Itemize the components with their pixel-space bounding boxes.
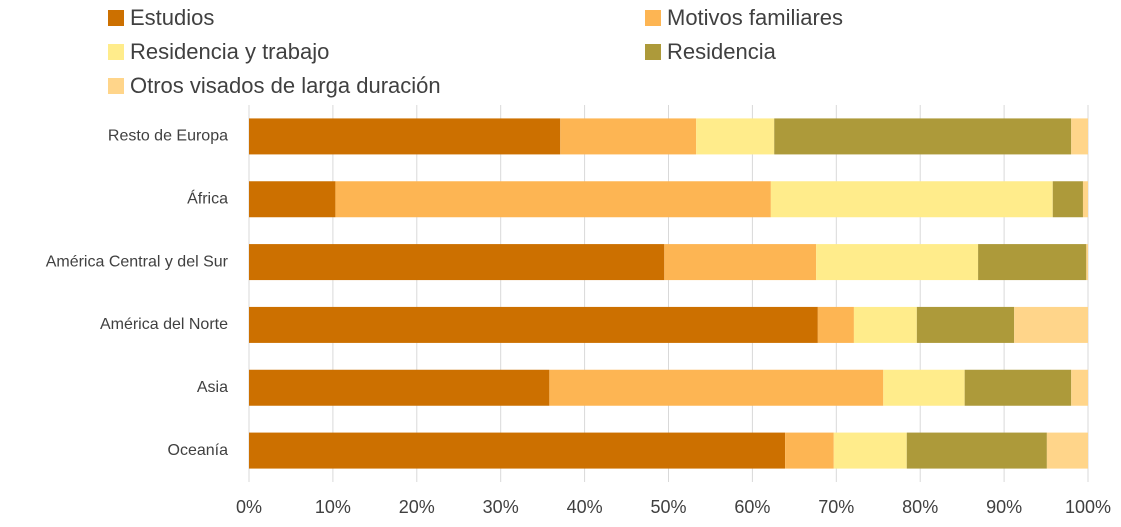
bar-segment — [853, 306, 917, 343]
bar-segment — [249, 369, 550, 406]
bar-segment — [1082, 181, 1088, 218]
y-tick-label: Resto de Europa — [108, 128, 228, 145]
x-tick-label: 60% — [734, 497, 770, 517]
bar-segment — [1014, 306, 1088, 343]
legend-swatch — [108, 10, 124, 26]
bar-segment — [1071, 118, 1088, 155]
bar-segment — [916, 306, 1015, 343]
x-tick-label: 40% — [567, 497, 603, 517]
bar-segment — [249, 118, 561, 155]
bar-segment — [249, 306, 818, 343]
y-tick-label: Asia — [197, 379, 228, 396]
x-tick-label: 90% — [986, 497, 1022, 517]
y-tick-label: América del Norte — [100, 316, 228, 333]
bar-segment — [664, 244, 817, 281]
y-tick-label: África — [187, 188, 228, 207]
legend-label: Motivos familiares — [667, 5, 843, 30]
x-tick-label: 0% — [236, 497, 262, 517]
legend-label: Residencia — [667, 39, 777, 64]
legend-label: Estudios — [130, 5, 214, 30]
x-tick-label: 100% — [1065, 497, 1111, 517]
bar-segment — [774, 118, 1072, 155]
x-tick-label: 80% — [902, 497, 938, 517]
bar-segment — [883, 369, 965, 406]
bar-segment — [817, 306, 854, 343]
bar-segment — [696, 118, 775, 155]
y-tick-label: Oceanía — [168, 442, 229, 459]
bar-segment — [978, 244, 1087, 281]
bar-segment — [1052, 181, 1083, 218]
y-tick-label: América Central y del Sur — [46, 253, 229, 270]
x-tick-label: 20% — [399, 497, 435, 517]
bar-segment — [785, 432, 834, 469]
bar-segment — [964, 369, 1072, 406]
bar-segment — [1046, 432, 1088, 469]
bar-segment — [833, 432, 907, 469]
x-tick-label: 70% — [818, 497, 854, 517]
x-tick-label: 30% — [483, 497, 519, 517]
bar-segment — [249, 181, 336, 218]
legend-swatch — [108, 44, 124, 60]
bar-segment — [549, 369, 884, 406]
x-tick-label: 10% — [315, 497, 351, 517]
bar-segment — [249, 244, 665, 281]
legend-swatch — [645, 10, 661, 26]
legend-swatch — [108, 78, 124, 94]
legend-label: Residencia y trabajo — [130, 39, 329, 64]
x-tick-label: 50% — [650, 497, 686, 517]
bar-segment — [816, 244, 979, 281]
legend-swatch — [645, 44, 661, 60]
legend-label: Otros visados de larga duración — [130, 73, 441, 98]
bar-segment — [249, 432, 786, 469]
bar-segment — [770, 181, 1053, 218]
bar-segment — [1086, 244, 1088, 281]
bar-segment — [335, 181, 771, 218]
bar-segment — [1071, 369, 1088, 406]
bar-segment — [560, 118, 697, 155]
bar-segment — [906, 432, 1047, 469]
